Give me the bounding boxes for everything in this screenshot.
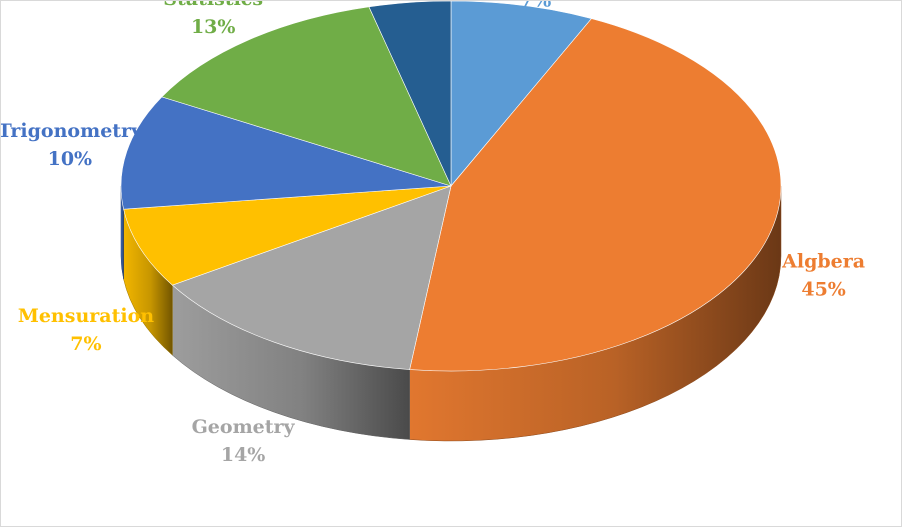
pie-slice-trigonometry xyxy=(120,96,452,210)
pie-slice-mensuration xyxy=(123,185,452,286)
data-label-mensuration: Mensuration 7% xyxy=(18,305,154,355)
pie-labels: CommercialMathematics7% Algbera 45% Geometr… xyxy=(1,1,865,466)
pie-sides xyxy=(120,185,782,442)
pie-slice-geometry xyxy=(171,185,452,370)
data-label-algbera: Algbera 45% xyxy=(781,250,865,300)
data-label-commercial-mathematics: CommercialMathematics7% xyxy=(520,1,551,11)
percent-label: 13% xyxy=(191,16,236,38)
category-label: Algbera xyxy=(781,250,865,272)
percent-label: 10% xyxy=(48,148,93,170)
pie-slice-algbera xyxy=(409,18,782,372)
percent-label: 14% xyxy=(221,444,266,466)
category-label: Mensuration xyxy=(18,305,154,327)
percent-label: 45% xyxy=(801,278,846,300)
data-label-statistics: Statistics 13% xyxy=(163,1,263,38)
percent-label: 7% xyxy=(70,333,101,355)
pie-slice-commercial-mathematics xyxy=(450,1,593,187)
data-label-geometry: Geometry 14% xyxy=(192,416,296,466)
pie-slice-probability xyxy=(368,1,452,187)
category-label: Statistics xyxy=(163,1,263,10)
pie-slices xyxy=(120,1,782,372)
pie-slice-statistics xyxy=(161,6,452,187)
percent-label: 7% xyxy=(520,1,551,11)
category-label: Trigonometry xyxy=(1,120,143,142)
category-label: Geometry xyxy=(192,416,296,438)
data-label-trigonometry: Trigonometry 10% xyxy=(1,120,143,170)
